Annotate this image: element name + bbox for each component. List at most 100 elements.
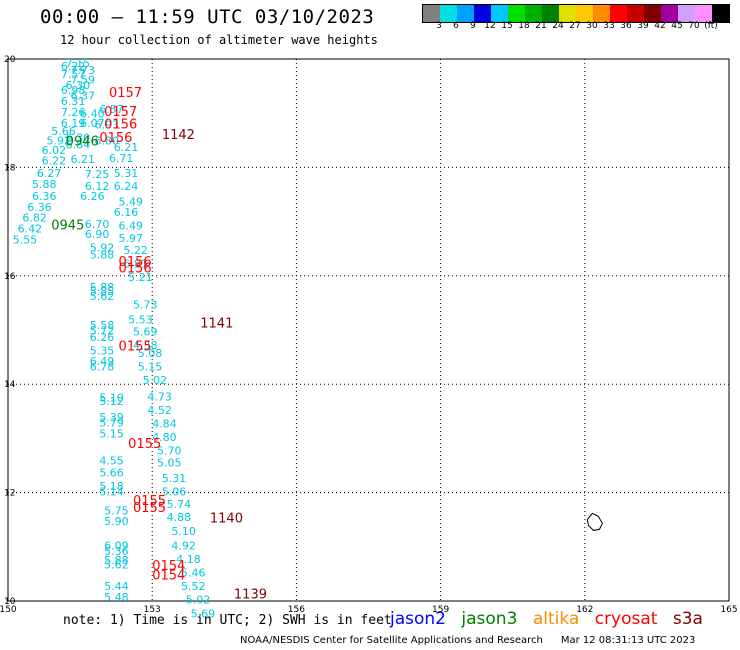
wave-height-label: 6.36 xyxy=(32,190,57,203)
wave-height-label: 7.26 xyxy=(61,106,86,119)
wave-height-label: 5.15 xyxy=(99,427,124,440)
wave-height-label: 4.18 xyxy=(176,553,201,566)
colorbar-label: 30 xyxy=(586,21,598,31)
wave-height-label: 5.02 xyxy=(186,594,211,607)
lat-tick-label: 20 xyxy=(4,55,16,65)
wave-height-label: 6.98 xyxy=(61,84,86,97)
wave-height-label: 5.88 xyxy=(90,281,115,294)
cryosat-time-label: 0155 xyxy=(133,501,166,516)
colorbar-swatch xyxy=(423,5,440,22)
footer-timestamp: Mar 12 08:31:13 UTC 2023 xyxy=(560,635,696,646)
satellite-legend: jason2 jason3 altika cryosat s3a xyxy=(390,609,713,629)
wave-height-label: 5.70 xyxy=(157,445,182,458)
wave-height-label: 6.37 xyxy=(70,90,95,103)
wave-height-label: 6.12 xyxy=(85,180,110,193)
wave-height-label: 5.21 xyxy=(128,271,153,284)
colorbar xyxy=(422,4,730,23)
wave-height-label: 7.25 xyxy=(85,168,110,181)
wave-height-label: 6.90 xyxy=(85,228,110,241)
wave-height-label: 6.21 xyxy=(70,153,95,166)
wave-height-label: 4.73 xyxy=(147,390,172,403)
wave-height-label: 5.72 xyxy=(90,324,115,337)
wave-height-label: 6.22 xyxy=(61,60,86,73)
page-title: 00:00 – 11:59 UTC 03/10/2023 xyxy=(40,6,375,28)
wave-height-label: 5.90 xyxy=(104,515,129,528)
lat-tick-label: 10 xyxy=(4,597,16,607)
wave-height-label: 6.49 xyxy=(119,220,144,233)
wave-height-label: 6.57 xyxy=(99,103,124,116)
wave-height-label: 6.80 xyxy=(95,135,120,148)
lat-tick-label: 18 xyxy=(4,163,16,173)
colorbar-label: 9 xyxy=(470,21,476,31)
wave-height-label: 5.62 xyxy=(90,290,115,303)
cryosat-time-label: 0157 xyxy=(104,105,137,120)
wave-height-label: 5.74 xyxy=(167,498,192,511)
colorbar-swatch xyxy=(576,5,593,22)
wave-height-label: 5.69 xyxy=(191,607,216,620)
wave-height-label: 7.57 xyxy=(61,68,86,81)
colorbar-swatch xyxy=(559,5,576,22)
colorbar-swatch xyxy=(678,5,695,22)
colorbar-swatch xyxy=(440,5,457,22)
colorbar-swatch xyxy=(474,5,491,22)
colorbar-swatch xyxy=(695,5,712,22)
colorbar-label: 27 xyxy=(569,21,581,31)
wave-height-label: 5.92 xyxy=(46,135,71,148)
wave-height-label: 4.92 xyxy=(171,540,196,553)
lon-tick-label: 162 xyxy=(576,605,593,615)
colorbar-swatch xyxy=(593,5,610,22)
colorbar-swatch xyxy=(508,5,525,22)
colorbar-label: 39 xyxy=(637,21,649,31)
wave-height-label: 6.42 xyxy=(18,222,43,235)
wave-height-label: 5.75 xyxy=(104,504,129,517)
colorbar-swatch xyxy=(627,5,644,22)
colorbar-label: 24 xyxy=(552,21,564,31)
wave-height-label: 5.15 xyxy=(138,361,163,374)
wave-height-label: 4.88 xyxy=(167,511,192,524)
wave-height-label: 7.73 xyxy=(70,64,95,77)
wave-height-label: 5.10 xyxy=(99,392,124,405)
colorbar-swatch xyxy=(491,5,508,22)
wave-height-label: 5.85 xyxy=(90,285,115,298)
footnote: note: 1) Time is in UTC; 2) SWH is in fe… xyxy=(63,613,392,628)
wave-height-label: 5.53 xyxy=(128,313,153,326)
wave-height-label: 5.22 xyxy=(123,244,148,257)
wave-height-label: 6.24 xyxy=(114,180,139,193)
colorbar-swatch xyxy=(610,5,627,22)
cryosat-time-label: 0154 xyxy=(152,568,185,583)
wave-height-label: 5.92 xyxy=(90,241,115,254)
colorbar-label: 33 xyxy=(603,21,615,31)
cryosat-time-label: 0155 xyxy=(133,494,166,509)
wave-height-label: 6.19 xyxy=(61,117,86,130)
wave-height-label: 6.21 xyxy=(114,141,139,154)
wave-height-label: 5.02 xyxy=(143,374,168,387)
wave-height-label: 6.22 xyxy=(42,155,67,168)
wave-height-label: 5.55 xyxy=(13,233,38,246)
colorbar-swatch xyxy=(525,5,542,22)
footer-credit: NOAA/NESDIS Center for Satellite Applica… xyxy=(240,635,543,646)
cryosat-time-label: 0156 xyxy=(119,262,152,277)
wave-height-label: 7.15 xyxy=(66,57,91,70)
lat-tick-label: 14 xyxy=(4,380,16,390)
colorbar-swatch xyxy=(644,5,661,22)
lon-tick-label: 165 xyxy=(720,605,737,615)
colorbar-label: 6 xyxy=(453,21,459,31)
lon-tick-label: 153 xyxy=(144,605,161,615)
colorbar-label: (ft) xyxy=(704,21,718,31)
wave-height-label: 6.31 xyxy=(61,95,86,108)
lon-tick-label: 150 xyxy=(0,605,17,615)
wave-height-label: 4.84 xyxy=(152,418,177,431)
wave-height-label: 5.88 xyxy=(32,178,57,191)
colorbar-label: 21 xyxy=(535,21,547,31)
wave-height-label: 5.88 xyxy=(90,248,115,261)
wave-height-label: 5.52 xyxy=(181,580,206,593)
lat-tick-label: 12 xyxy=(4,489,15,499)
colorbar-label: 3 xyxy=(436,21,442,31)
lat-tick-label: 16 xyxy=(4,272,16,282)
footer: NOAA/NESDIS Center for Satellite Applica… xyxy=(240,635,695,646)
wave-height-label: 6.81 xyxy=(123,258,148,271)
wave-height-label: 5.49 xyxy=(119,195,144,208)
cryosat-time-label: 0156 xyxy=(119,255,152,270)
map-frame xyxy=(7,58,730,602)
